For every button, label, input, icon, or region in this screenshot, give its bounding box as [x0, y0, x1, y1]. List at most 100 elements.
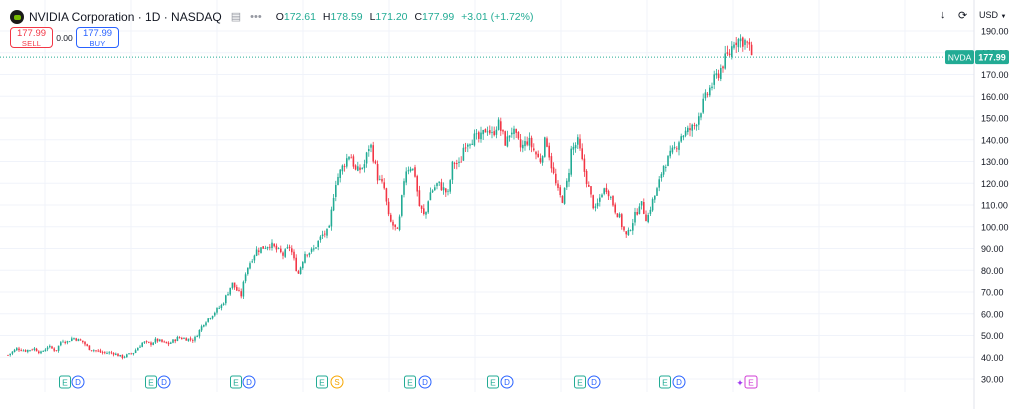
earnings-icon	[574, 375, 586, 389]
candle-body	[478, 132, 480, 139]
candle-body	[16, 348, 18, 351]
candle-body	[134, 350, 137, 353]
candle-body	[539, 158, 542, 163]
y-tick-label: 30.00	[981, 375, 1004, 385]
candle-body	[350, 157, 352, 159]
candle-body	[475, 133, 478, 135]
candle-body	[295, 257, 297, 272]
candle-body	[504, 131, 506, 146]
candle-body	[299, 267, 302, 275]
refresh-icon[interactable]: ⟳	[958, 10, 968, 22]
candle-body	[308, 252, 311, 256]
symbol-title[interactable]: NVIDIA Corporation · 1D · NASDAQ	[29, 10, 222, 24]
candle-body	[739, 38, 742, 42]
candle-body	[401, 195, 403, 216]
candle-body	[236, 287, 238, 291]
candle-body	[645, 214, 647, 222]
hide-icon[interactable]: ▤	[230, 10, 242, 23]
candle-body	[493, 131, 495, 136]
candle-body	[238, 290, 240, 291]
candle-body	[363, 164, 366, 169]
split-marker-label: S	[334, 378, 339, 387]
dividend-marker-label: D	[676, 378, 682, 387]
candle-body	[559, 187, 561, 195]
candle-body	[242, 281, 245, 297]
candle-body	[625, 231, 627, 235]
candle-body	[469, 144, 471, 146]
candle-body	[647, 215, 649, 223]
candle-body	[18, 348, 20, 351]
candle-body	[302, 261, 304, 269]
candle-body	[370, 144, 372, 148]
earnings-icon	[145, 375, 157, 389]
candle-body	[616, 213, 619, 218]
candle-body	[86, 344, 88, 346]
candle-body	[260, 247, 262, 253]
earnings-icon	[404, 375, 416, 389]
dividend-icon	[500, 375, 514, 389]
candle-body	[629, 230, 632, 231]
candle-body	[194, 336, 196, 341]
download-icon[interactable]: ↓	[940, 9, 946, 21]
candle-body	[442, 187, 445, 191]
dividend-marker-label: D	[75, 378, 81, 387]
candle-body	[449, 180, 451, 192]
candle-body	[704, 92, 707, 99]
candle-body	[737, 39, 740, 48]
candle-body	[689, 128, 691, 131]
candle-body	[392, 221, 394, 226]
earnings-icon	[230, 375, 242, 389]
candle-body	[368, 149, 370, 152]
candle-body	[372, 145, 374, 162]
spread-value: 0.00	[56, 32, 73, 43]
candle-body	[310, 248, 313, 252]
candle-body	[462, 147, 465, 161]
candle-body	[502, 129, 504, 132]
sell-button[interactable]: 177.99 SELL	[10, 27, 53, 48]
candle-body	[691, 124, 693, 131]
trade-panel: 177.99 SELL 0.00 177.99 BUY	[10, 27, 119, 48]
candle-body	[132, 353, 135, 355]
candle-body	[99, 350, 102, 353]
candle-body	[247, 267, 249, 275]
candle-body	[495, 129, 498, 135]
candle-body	[207, 318, 209, 322]
y-tick-label: 90.00	[981, 244, 1004, 254]
candle-body	[231, 282, 234, 289]
currency-selector[interactable]: USD ▼	[979, 10, 1006, 20]
dividend-icon	[672, 375, 686, 389]
change-value: +3.01 (+1.72%)	[461, 11, 534, 23]
candle-body	[632, 223, 634, 231]
candle-body	[453, 163, 456, 165]
buy-button[interactable]: 177.99 BUY	[76, 27, 119, 48]
candle-body	[552, 167, 555, 174]
candle-body	[110, 352, 113, 354]
candle-body	[139, 346, 141, 348]
candle-body	[605, 187, 608, 193]
candle-body	[185, 338, 187, 341]
candle-body	[196, 336, 198, 338]
candle-body	[141, 342, 143, 347]
candle-body	[599, 197, 601, 202]
candle-body	[203, 324, 205, 327]
candle-body	[150, 342, 152, 345]
symbol-legend: NVIDIA Corporation · 1D · NASDAQ ▤ ••• O…	[10, 8, 533, 26]
candle-body	[40, 351, 42, 354]
candle-body	[255, 249, 258, 256]
candle-body	[546, 138, 548, 147]
candle-body	[706, 93, 709, 95]
candle-body	[649, 209, 652, 214]
more-options-icon[interactable]: •••	[250, 10, 262, 23]
upcoming-earnings-icon	[744, 375, 758, 389]
candle-body	[93, 350, 95, 352]
candle-body	[731, 46, 733, 57]
candle-body	[607, 191, 610, 197]
candle-body	[317, 240, 319, 248]
candle-body	[284, 249, 286, 257]
candle-body	[412, 168, 414, 170]
candle-body	[187, 338, 190, 342]
candle-body	[467, 144, 469, 147]
candle-body	[123, 356, 126, 358]
